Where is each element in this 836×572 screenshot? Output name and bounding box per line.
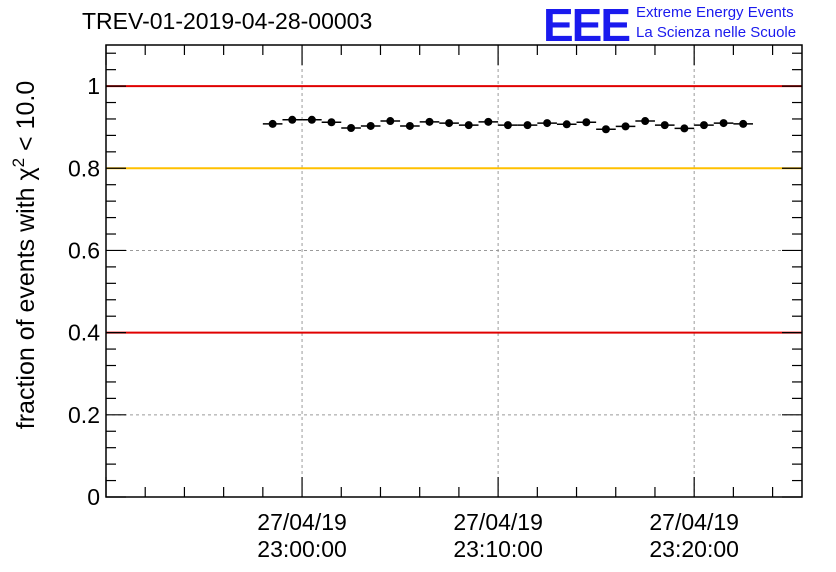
y-axis-label: fraction of events with χ2 < 10.0 — [9, 81, 40, 429]
data-point — [601, 125, 610, 134]
y-axis: 0 0.2 0.4 0.6 0.8 1 — [68, 52, 802, 510]
x-tick-date-label: 27/04/19 — [649, 509, 739, 535]
data-point — [699, 121, 708, 130]
data-point — [621, 122, 630, 131]
data-point — [484, 117, 493, 126]
data-point — [327, 118, 336, 127]
data-point — [366, 121, 375, 130]
data-point — [739, 119, 748, 128]
data-point — [445, 119, 454, 128]
data-point — [719, 119, 728, 128]
plot-frame — [105, 44, 803, 498]
data-point — [307, 115, 316, 124]
x-tick-time-label: 23:00:00 — [257, 536, 347, 562]
data-point — [347, 124, 356, 133]
data-points — [262, 115, 753, 134]
chart-title: TREV-01-2019-04-28-00003 — [82, 8, 373, 34]
data-point — [562, 120, 571, 129]
data-point — [268, 119, 277, 128]
data-point — [405, 121, 414, 130]
y-tick-label: 0.2 — [68, 402, 100, 428]
y-tick-label: 0.4 — [68, 320, 100, 346]
data-point — [543, 119, 552, 128]
data-point — [523, 121, 532, 130]
logo-line-1: Extreme Energy Events — [636, 4, 794, 21]
data-point — [680, 124, 689, 133]
y-tick-label: 0.6 — [68, 237, 100, 263]
data-point — [503, 121, 512, 130]
data-point — [386, 117, 395, 126]
y-tick-label: 0.8 — [68, 155, 100, 181]
x-axis: 27/04/1923:00:0027/04/1923:10:0027/04/19… — [105, 45, 774, 562]
data-point — [425, 117, 434, 126]
data-point — [288, 115, 297, 124]
data-point — [660, 121, 669, 130]
data-point — [641, 117, 650, 126]
x-tick-time-label: 23:10:00 — [453, 536, 543, 562]
x-tick-date-label: 27/04/19 — [257, 509, 347, 535]
x-tick-date-label: 27/04/19 — [453, 509, 543, 535]
x-tick-time-label: 23:20:00 — [649, 536, 739, 562]
reference-lines — [106, 85, 802, 334]
y-tick-label: 0 — [87, 484, 100, 510]
y-tick-label: 1 — [87, 73, 100, 99]
logo-line-2: La Scienza nelle Scuole — [636, 24, 797, 41]
data-point — [464, 121, 473, 130]
grid-lines — [106, 45, 802, 497]
eee-logo-mark: EEE — [543, 0, 631, 51]
data-point — [582, 118, 591, 127]
